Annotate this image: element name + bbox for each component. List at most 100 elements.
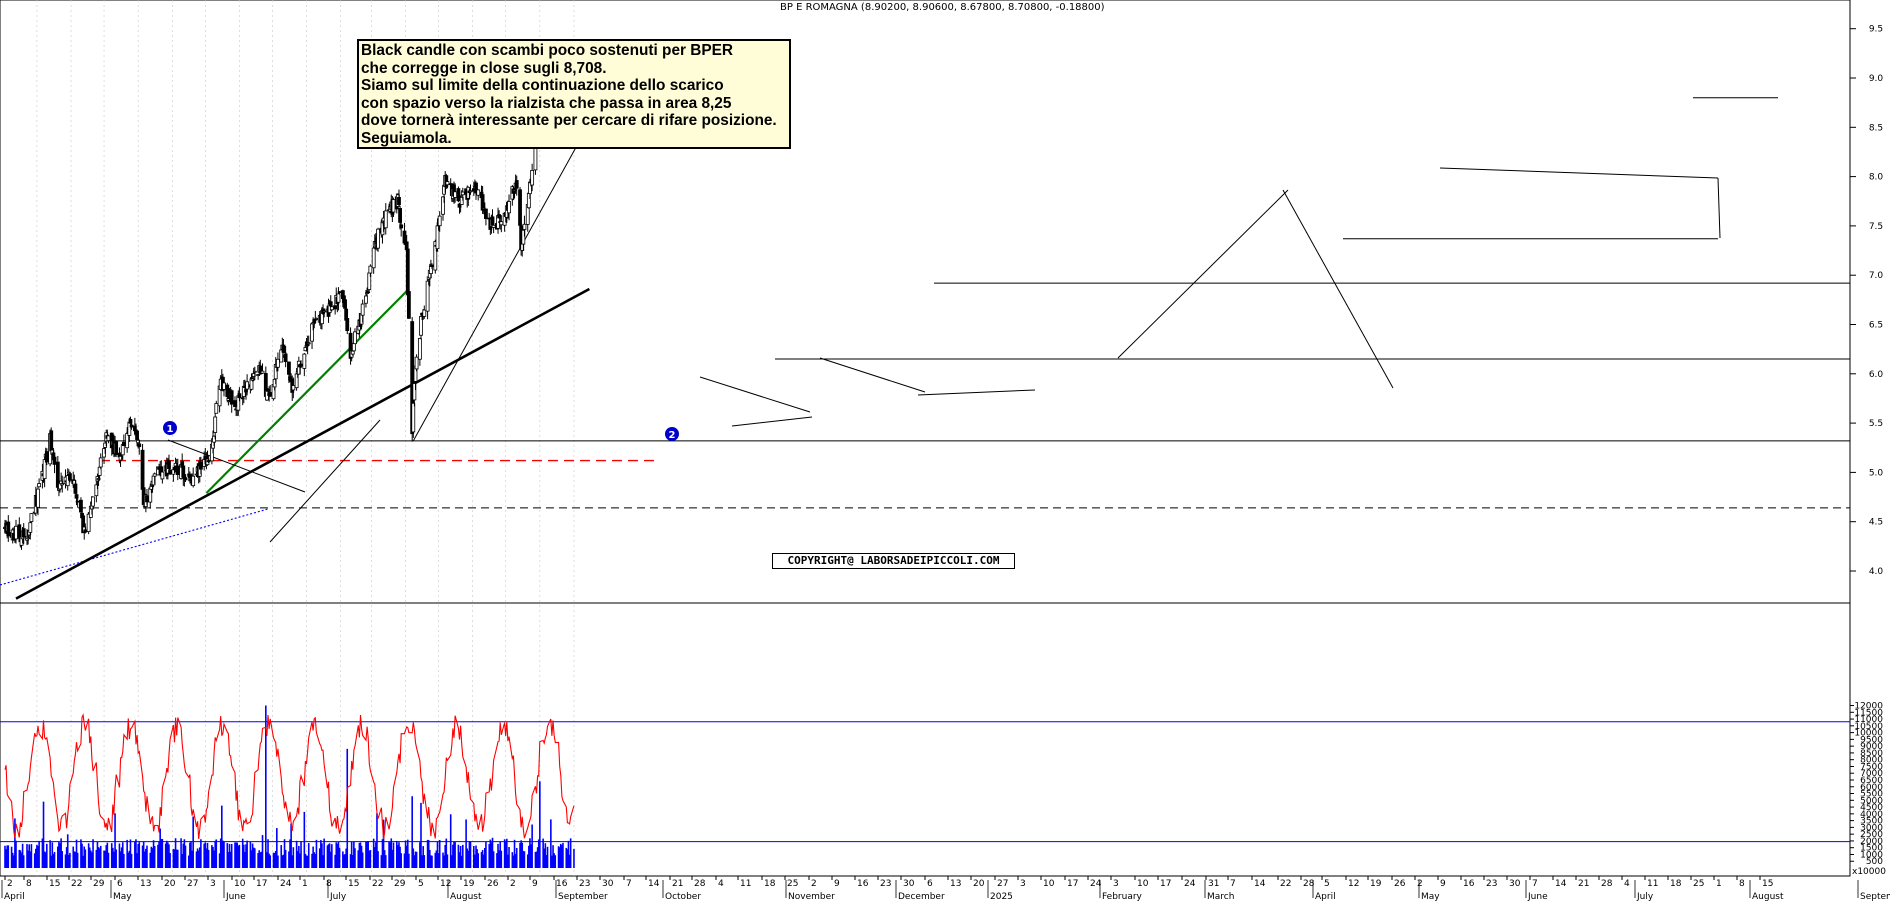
date-tick-label: 19 (1370, 879, 1382, 889)
date-tick-label: 4 (718, 879, 724, 889)
candle-body (306, 342, 311, 345)
date-tick-label: 9 (532, 879, 538, 889)
candle-body (351, 342, 356, 352)
candle-body (522, 223, 527, 230)
volume-tick-label: 3500 (1860, 817, 1883, 827)
candle-body (437, 215, 442, 227)
candle-body (137, 443, 142, 448)
price-tick-label: 8.0 (1869, 173, 1884, 183)
volume-bars (0, 705, 1850, 868)
pattern-line (819, 357, 926, 393)
date-tick-label: 7 (1532, 879, 1538, 889)
candle-body (345, 318, 350, 332)
candle-body (98, 457, 103, 468)
candle-body (521, 229, 526, 245)
date-tick-label: 9 (834, 879, 840, 889)
date-tick-label: 16 (556, 879, 568, 889)
date-tick-label: 22 (71, 879, 82, 889)
candlesticks (3, 46, 576, 550)
date-tick-label: 6 (117, 879, 123, 889)
volume-tick-label: 10000 (1854, 729, 1883, 739)
candle-body (125, 433, 130, 449)
date-tick-label: 25 (1693, 879, 1704, 889)
candle-body (417, 338, 422, 360)
price-tick-label: 4.0 (1869, 567, 1884, 577)
date-tick-label: 1 (302, 879, 308, 889)
candle-body (460, 191, 465, 196)
volume-tick-label: 5000 (1860, 796, 1883, 806)
candle-body (337, 291, 342, 294)
date-tick-label: 29 (93, 879, 105, 889)
date-tick-label: 24 (1090, 879, 1102, 889)
volume-tick-label: 10500 (1854, 722, 1883, 732)
volume-tick-label: 1000 (1860, 850, 1883, 860)
candle-body (383, 210, 388, 229)
candle-body (333, 305, 338, 310)
date-tick-label: 1 (1716, 879, 1722, 889)
volume-axis: 1200011500110001050010000950090008500800… (1850, 702, 1886, 877)
candle-body (168, 469, 172, 475)
date-tick-label: 2 (7, 879, 13, 889)
candle-body (507, 201, 511, 214)
month-label: October (665, 892, 701, 902)
candle-body (83, 529, 88, 533)
month-label: July (1636, 892, 1654, 902)
candle-body (26, 537, 31, 540)
candle-body (425, 280, 430, 312)
date-tick-label: 3 (210, 879, 216, 889)
date-tick-label: 7 (626, 879, 632, 889)
date-tick-label: 24 (1184, 879, 1196, 889)
date-axis: 2 8 15 22 29 6 13 20 27 3 10 17 24 1 8 15 22 29 5 12 19 26 2 9 1… (1, 876, 1890, 902)
volume-tick-label: 2500 (1860, 830, 1883, 840)
candle-body (29, 513, 34, 522)
month-label: February (1102, 892, 1143, 902)
date-tick-label: 18 (1670, 879, 1682, 889)
pattern-line (731, 416, 813, 427)
candle-body (233, 400, 237, 408)
date-tick-label: 30 (602, 879, 614, 889)
candle-body (422, 309, 427, 317)
date-tick-label: 12 (1348, 879, 1359, 889)
candle-body (291, 385, 296, 391)
candle-body (260, 370, 265, 374)
candle-body (329, 306, 334, 311)
pattern-line (1282, 189, 1394, 389)
date-tick-label: 16 (1463, 879, 1475, 889)
price-tick-label: 9.5 (1869, 25, 1883, 35)
candle-body (453, 191, 458, 198)
price-tick-label: 8.5 (1869, 123, 1883, 133)
pattern-line (1439, 167, 1719, 179)
candle-body (530, 170, 535, 186)
pattern-line (167, 439, 306, 493)
candle-body (198, 461, 203, 470)
date-tick-label: 28 (1303, 879, 1315, 889)
date-tick-label: 10 (1043, 879, 1055, 889)
candle-body (411, 402, 416, 433)
candle-body (491, 224, 496, 228)
candle-body (229, 390, 234, 405)
candle-body (406, 291, 411, 319)
candle-body (430, 264, 434, 267)
candle-body (343, 299, 347, 309)
candle-body (213, 416, 218, 433)
month-label: November (788, 892, 835, 902)
candle-body (445, 181, 450, 186)
month-label: May (113, 892, 132, 902)
candle-body (468, 190, 473, 193)
candle-body (206, 460, 211, 463)
date-tick-label: 28 (694, 879, 706, 889)
candle-body (252, 370, 257, 373)
candle-body (175, 465, 180, 476)
pattern-line (917, 389, 1036, 396)
candle-body (187, 473, 192, 478)
candle-body (268, 392, 273, 397)
volume-tick-label: 1500 (1860, 844, 1883, 854)
date-tick-label: 23 (880, 879, 891, 889)
date-tick-label: 3 (1113, 879, 1119, 889)
candle-body (245, 381, 250, 390)
trendline (15, 287, 590, 600)
candle-body (14, 525, 18, 540)
candle-body (391, 199, 396, 213)
volume-tick-label: 4500 (1860, 803, 1883, 813)
